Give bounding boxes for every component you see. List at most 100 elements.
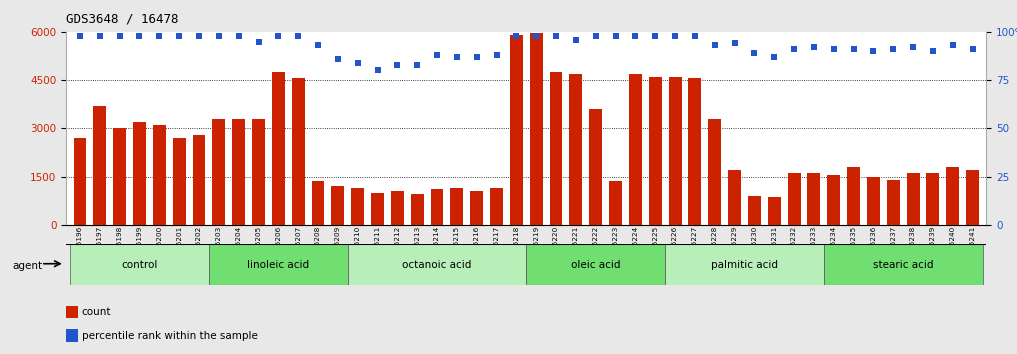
Point: [905, 45, 921, 50]
Point: [290, 33, 306, 39]
Point: [250, 39, 266, 44]
Bar: [787, 173, 800, 225]
Bar: [747, 196, 761, 225]
Point: [826, 46, 842, 52]
Bar: [665, 244, 824, 285]
Bar: [192, 135, 205, 225]
Point: [72, 33, 88, 39]
Point: [231, 33, 247, 39]
Point: [508, 33, 525, 39]
Bar: [232, 119, 245, 225]
Bar: [348, 244, 527, 285]
Point: [786, 46, 802, 52]
Text: percentile rank within the sample: percentile rank within the sample: [81, 331, 257, 341]
Point: [924, 48, 941, 54]
Point: [112, 33, 128, 39]
Bar: [807, 173, 821, 225]
Bar: [371, 193, 384, 225]
Point: [310, 42, 326, 48]
Point: [548, 33, 564, 39]
Point: [667, 33, 683, 39]
Point: [766, 54, 782, 60]
Text: stearic acid: stearic acid: [873, 259, 934, 270]
Point: [131, 33, 147, 39]
Text: GDS3648 / 16478: GDS3648 / 16478: [66, 12, 179, 25]
Point: [746, 50, 763, 56]
Point: [152, 33, 168, 39]
Point: [369, 68, 385, 73]
Bar: [113, 128, 126, 225]
Bar: [70, 244, 208, 285]
Point: [945, 42, 961, 48]
Point: [805, 45, 822, 50]
Point: [647, 33, 663, 39]
Point: [429, 52, 445, 58]
Text: agent: agent: [12, 261, 43, 271]
Bar: [570, 74, 583, 225]
Point: [567, 37, 584, 42]
Bar: [947, 167, 959, 225]
Bar: [332, 186, 345, 225]
Point: [607, 33, 623, 39]
Point: [390, 62, 406, 68]
Bar: [728, 170, 741, 225]
Point: [964, 46, 980, 52]
Bar: [451, 188, 464, 225]
Bar: [133, 122, 146, 225]
Point: [271, 33, 287, 39]
Bar: [73, 138, 86, 225]
Point: [211, 33, 227, 39]
Point: [588, 33, 604, 39]
Bar: [311, 181, 324, 225]
Bar: [708, 119, 721, 225]
Bar: [153, 125, 166, 225]
Point: [707, 42, 723, 48]
Bar: [549, 72, 562, 225]
Point: [171, 33, 187, 39]
Bar: [527, 244, 665, 285]
Bar: [351, 188, 364, 225]
Point: [92, 33, 108, 39]
Point: [350, 60, 366, 65]
Bar: [66, 306, 78, 318]
Bar: [629, 74, 642, 225]
Bar: [866, 177, 880, 225]
Text: linoleic acid: linoleic acid: [247, 259, 309, 270]
Bar: [668, 77, 681, 225]
Bar: [609, 181, 622, 225]
Text: oleic acid: oleic acid: [571, 259, 620, 270]
Text: control: control: [121, 259, 158, 270]
Bar: [530, 34, 543, 225]
Point: [686, 33, 703, 39]
Point: [885, 46, 901, 52]
Bar: [208, 244, 348, 285]
Bar: [906, 173, 919, 225]
Bar: [391, 191, 404, 225]
Point: [528, 33, 544, 39]
Bar: [411, 194, 424, 225]
Bar: [827, 175, 840, 225]
Bar: [173, 138, 186, 225]
Bar: [213, 119, 226, 225]
Bar: [292, 79, 305, 225]
Bar: [510, 35, 523, 225]
Point: [845, 46, 861, 52]
Bar: [470, 191, 483, 225]
Text: palmitic acid: palmitic acid: [711, 259, 778, 270]
Bar: [94, 106, 106, 225]
Bar: [589, 109, 602, 225]
Bar: [649, 77, 662, 225]
Bar: [272, 72, 285, 225]
Bar: [768, 198, 781, 225]
Text: octanoic acid: octanoic acid: [403, 259, 472, 270]
Point: [865, 48, 882, 54]
Point: [726, 41, 742, 46]
Text: count: count: [81, 307, 111, 317]
Bar: [887, 180, 900, 225]
Bar: [966, 170, 979, 225]
Bar: [430, 189, 443, 225]
Bar: [926, 173, 940, 225]
Bar: [252, 119, 265, 225]
Bar: [490, 188, 503, 225]
Point: [627, 33, 644, 39]
